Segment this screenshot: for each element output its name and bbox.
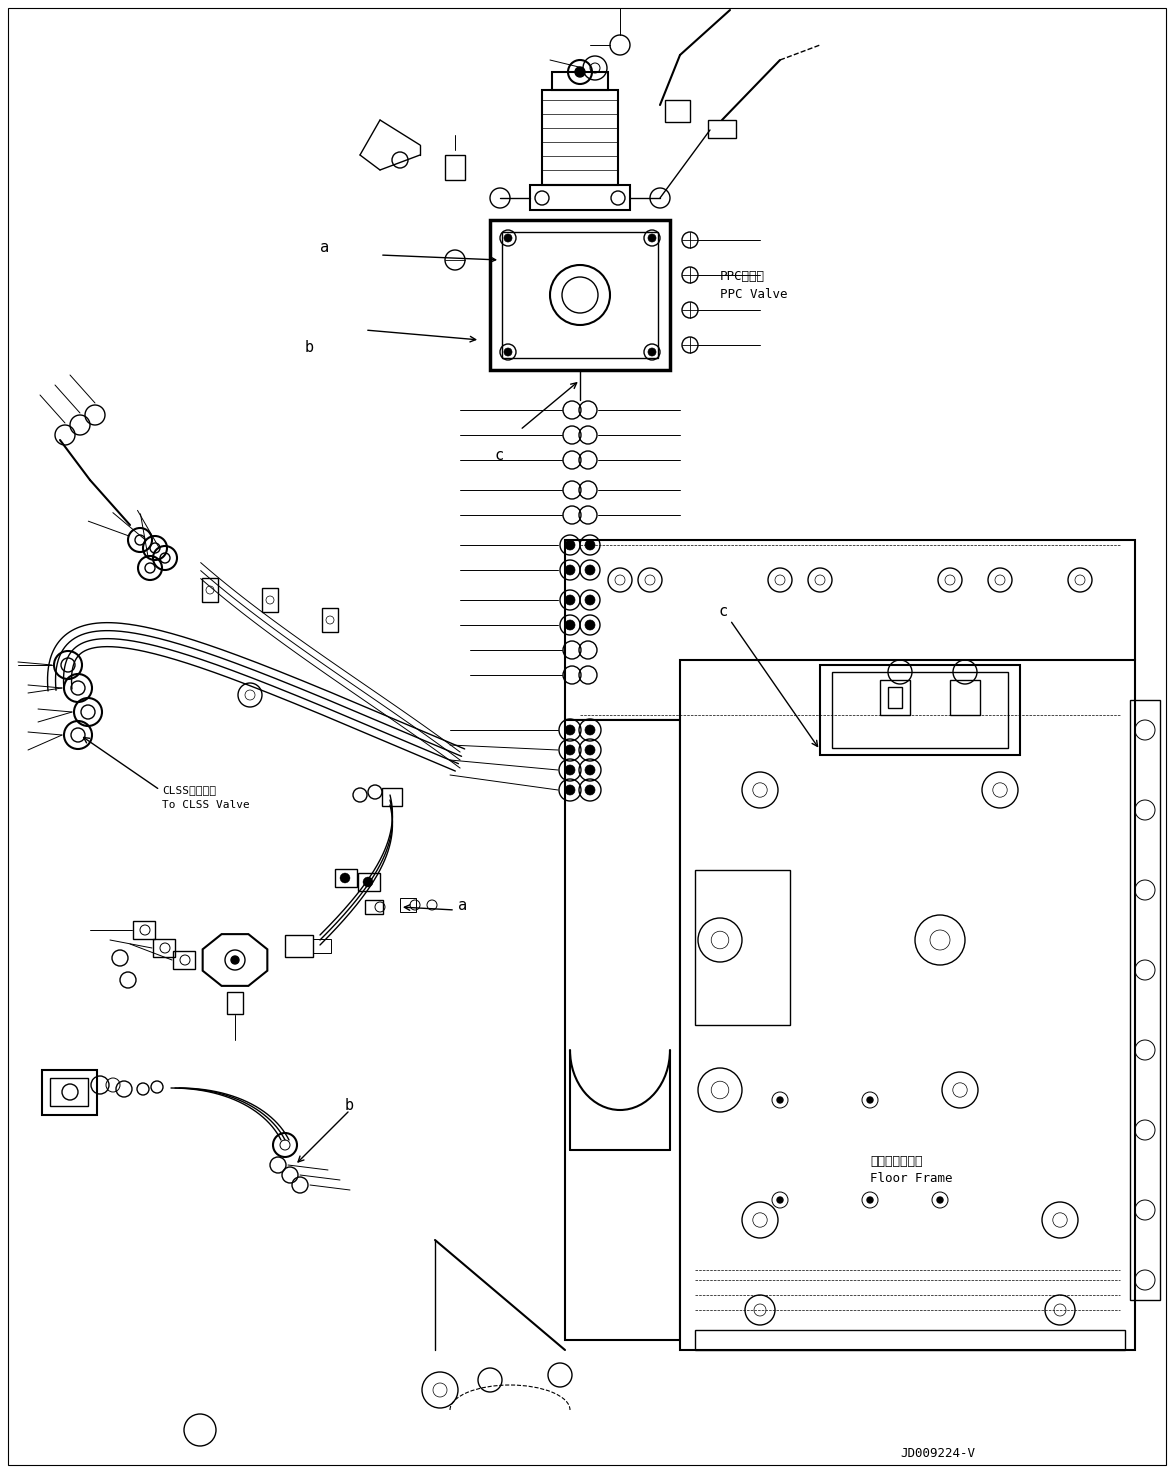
Circle shape [585,725,595,735]
Text: a: a [321,240,329,255]
Bar [133,921,155,938]
Polygon shape [680,660,1135,1349]
Circle shape [585,764,595,775]
Text: To CLSS Valve: To CLSS Valve [162,800,250,810]
Bar [365,900,383,915]
Circle shape [777,1097,783,1103]
Polygon shape [565,541,1135,720]
Polygon shape [203,934,268,985]
Bar [502,233,657,358]
Circle shape [868,1097,873,1103]
Bar [400,899,416,912]
Circle shape [231,956,239,963]
Bar [313,938,331,953]
Circle shape [585,541,595,549]
Bar [322,608,338,632]
Bar [552,72,608,90]
Circle shape [585,620,595,630]
Bar [50,1078,88,1106]
Bar [888,686,902,709]
Circle shape [565,764,575,775]
Circle shape [575,66,585,77]
Bar [262,588,278,611]
Bar [832,672,1008,748]
Bar [819,664,1020,756]
Bar [880,681,910,714]
Bar [708,119,736,138]
Bar [1131,700,1160,1301]
Text: b: b [345,1097,355,1112]
Text: c: c [718,604,727,620]
Text: b: b [305,340,315,355]
Bar [173,952,195,969]
Circle shape [648,348,656,356]
Circle shape [777,1198,783,1203]
Circle shape [868,1198,873,1203]
Text: JD009224-V: JD009224-V [900,1446,974,1460]
Circle shape [565,620,575,630]
Bar [382,788,402,806]
Circle shape [585,745,595,756]
Text: CLSSバルブへ: CLSSバルブへ [162,785,216,795]
Circle shape [565,595,575,605]
Text: PPC Valve: PPC Valve [720,289,788,300]
Circle shape [504,348,512,356]
Circle shape [937,1198,943,1203]
Circle shape [565,566,575,574]
Circle shape [363,876,373,887]
Bar [285,935,313,957]
Bar [445,155,465,180]
Circle shape [565,745,575,756]
Circle shape [565,541,575,549]
Bar [695,871,790,1025]
Text: Floor Frame: Floor Frame [870,1173,952,1184]
Circle shape [565,785,575,795]
Bar [42,1069,97,1115]
Text: フロアフレーム: フロアフレーム [870,1155,923,1168]
Bar [335,869,357,887]
Bar [227,991,243,1013]
Bar [950,681,980,714]
Bar [202,577,218,602]
Bar [695,1330,1125,1349]
Bar [664,100,690,122]
Text: a: a [458,897,467,912]
Bar [358,873,380,891]
Bar [153,938,175,957]
Circle shape [585,595,595,605]
Bar [529,186,630,211]
Circle shape [585,785,595,795]
Circle shape [340,873,350,882]
Bar [490,219,670,370]
Text: PPCバルブ: PPCバルブ [720,270,765,283]
Polygon shape [565,720,680,1340]
Circle shape [585,566,595,574]
Bar [542,90,618,186]
Circle shape [504,234,512,242]
Circle shape [565,725,575,735]
Circle shape [648,234,656,242]
Text: c: c [495,448,504,463]
